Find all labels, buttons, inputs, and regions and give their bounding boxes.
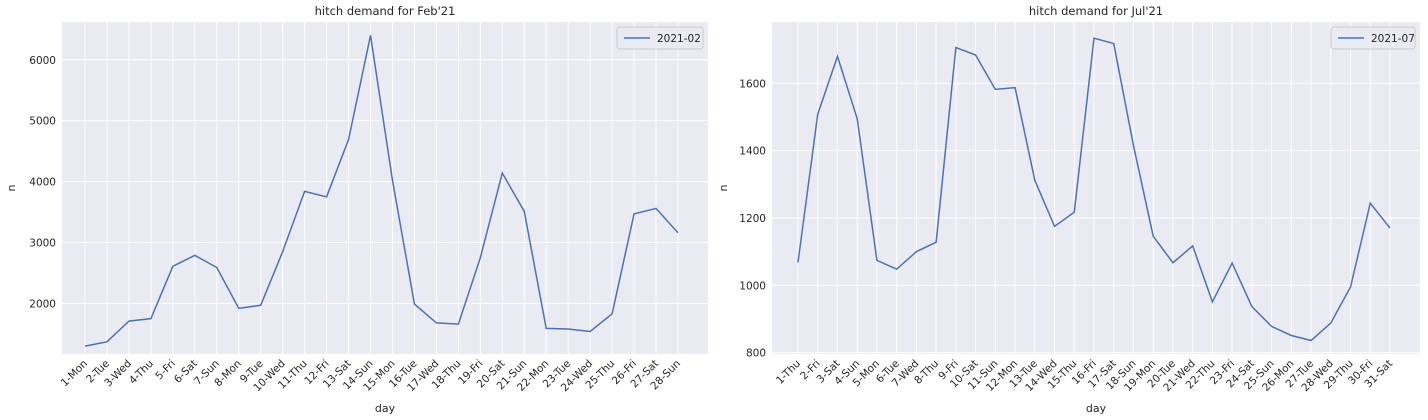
- data-point-jul: [974, 54, 976, 56]
- data-point-jul: [836, 55, 838, 57]
- data-point-jul: [1270, 325, 1272, 327]
- y-tick-label-feb: 4000: [29, 177, 56, 189]
- plot-area-feb: [62, 22, 708, 354]
- data-point-jul: [1369, 202, 1371, 204]
- data-point-jul: [895, 268, 897, 270]
- data-point-jul: [1034, 179, 1036, 181]
- x-ticks-jul: 1-Thu2-Fri3-Sat4-Sun5-Mon6-Tue7-Wed8-Thu…: [774, 358, 1395, 395]
- data-point-feb: [457, 323, 459, 325]
- legend-jul: 2021-07: [1330, 26, 1416, 50]
- data-point-feb: [194, 254, 196, 256]
- data-point-feb: [501, 172, 503, 174]
- y-tick-label-jul: 1000: [739, 280, 766, 292]
- grid-jul: [772, 22, 1420, 354]
- data-point-feb: [391, 179, 393, 181]
- data-point-jul: [1330, 322, 1332, 324]
- data-point-feb: [128, 320, 130, 322]
- series-line-2021-02: [84, 35, 679, 347]
- data-point-jul: [1073, 211, 1075, 213]
- data-point-jul: [1231, 262, 1233, 264]
- legend-feb: 2021-02: [616, 26, 704, 50]
- y-tick-label-jul: 1400: [739, 146, 766, 158]
- data-point-feb: [545, 327, 547, 329]
- x-tick-label-feb: 1-Mon: [59, 358, 91, 390]
- data-point-jul: [1093, 37, 1095, 39]
- data-point-jul: [1310, 339, 1312, 341]
- chart-jul: hitch demand for Jul'21 day n 800 1000 120…: [717, 4, 1420, 415]
- data-point-feb: [84, 345, 86, 347]
- data-point-feb: [172, 265, 174, 267]
- data-point-feb: [150, 317, 152, 319]
- data-point-jul: [1053, 225, 1055, 227]
- y-tick-label-jul: 1200: [739, 213, 766, 225]
- data-point-jul: [1349, 286, 1351, 288]
- y-tick-label-jul: 1600: [739, 78, 766, 90]
- legend-box-jul: [1330, 26, 1416, 50]
- y-ticks-feb: 2000 3000 4000 5000 6000: [29, 55, 56, 311]
- data-point-jul: [797, 261, 799, 263]
- data-point-feb: [479, 257, 481, 259]
- data-point-jul: [1211, 301, 1213, 303]
- data-point-feb: [303, 190, 305, 192]
- data-point-feb: [435, 322, 437, 324]
- data-point-jul: [1290, 334, 1292, 336]
- data-point-feb: [216, 266, 218, 268]
- data-point-feb: [325, 196, 327, 198]
- data-point-jul: [876, 259, 878, 261]
- data-point-feb: [677, 232, 679, 234]
- y-tick-label-jul: 800: [746, 348, 766, 360]
- x-tick-label-feb: 4-Thu: [127, 358, 156, 387]
- data-point-jul: [1132, 144, 1134, 146]
- data-point-feb: [655, 207, 657, 209]
- data-point-feb: [106, 341, 108, 343]
- data-point-jul: [1014, 86, 1016, 88]
- data-point-jul: [856, 117, 858, 119]
- data-point-jul: [1152, 235, 1154, 237]
- y-tick-label-feb: 3000: [29, 238, 56, 250]
- legend-label-feb: 2021-02: [657, 33, 701, 45]
- x-axis-label-feb: day: [375, 402, 396, 415]
- plot-area-jul: [772, 22, 1420, 354]
- data-point-feb: [611, 313, 613, 315]
- data-point-feb: [413, 303, 415, 305]
- y-axis-label-jul: n: [717, 184, 730, 191]
- data-point-feb: [260, 304, 262, 306]
- y-tick-label-feb: 6000: [29, 55, 56, 67]
- data-point-jul: [955, 46, 957, 48]
- data-point-feb: [523, 210, 525, 212]
- data-point-feb: [238, 307, 240, 309]
- data-point-feb: [347, 138, 349, 140]
- y-ticks-jul: 800 1000 1200 1400 1600: [739, 78, 766, 359]
- chart-title-feb: hitch demand for Feb'21: [315, 4, 456, 18]
- data-point-feb: [589, 330, 591, 332]
- x-ticks-feb: 1-Mon2-Tue3-Wed4-Thu5-Fri6-Sat7-Sun8-Mon…: [59, 358, 684, 395]
- data-point-jul: [994, 88, 996, 90]
- y-axis-label-feb: n: [5, 184, 18, 191]
- x-axis-label-jul: day: [1086, 402, 1107, 415]
- y-tick-label-feb: 5000: [29, 116, 56, 128]
- data-point-feb: [633, 213, 635, 215]
- data-point-feb: [281, 250, 283, 252]
- data-point-jul: [1191, 245, 1193, 247]
- data-point-jul: [1389, 227, 1391, 229]
- chart-title-jul: hitch demand for Jul'21: [1029, 4, 1163, 18]
- data-point-jul: [1113, 42, 1115, 44]
- data-point-jul: [1172, 262, 1174, 264]
- data-point-feb: [369, 34, 371, 36]
- series-line-2021-07: [797, 37, 1391, 342]
- data-point-jul: [1251, 305, 1253, 307]
- data-point-feb: [567, 328, 569, 330]
- legend-label-jul: 2021-07: [1371, 33, 1415, 45]
- data-point-jul: [935, 241, 937, 243]
- data-point-jul: [915, 250, 917, 252]
- legend-box-feb: [616, 26, 704, 50]
- y-tick-label-feb: 2000: [29, 298, 56, 310]
- grid-feb: [62, 22, 708, 354]
- chart-feb: hitch demand for Feb'21 day n 2000 3000 40…: [5, 4, 708, 415]
- data-point-jul: [817, 113, 819, 115]
